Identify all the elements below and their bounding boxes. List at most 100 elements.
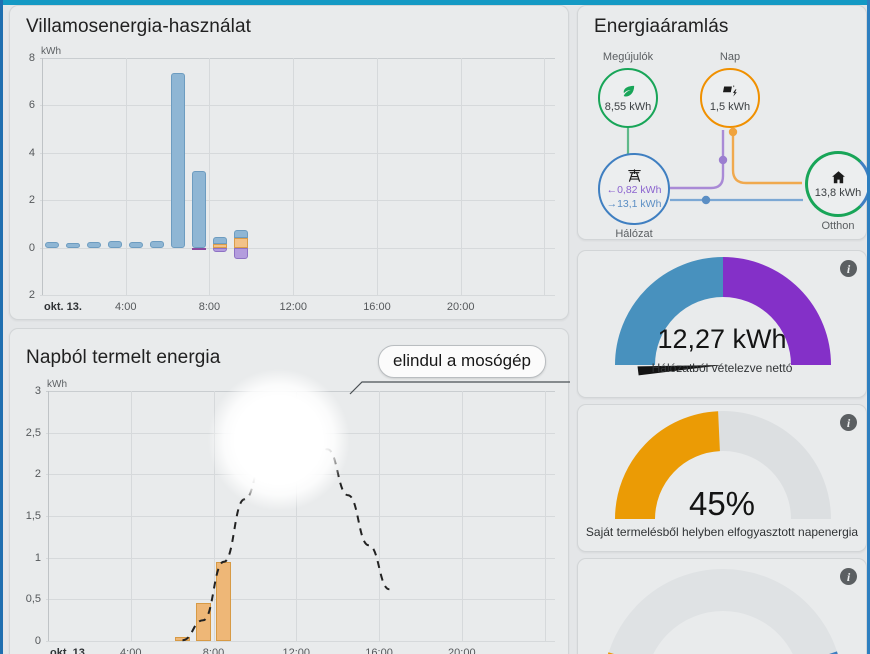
electricity-usage-plot: kWh 8 6 4 2 0 2 okt. 13. 4:00 8:00 12:00 16:00 20:0… bbox=[29, 46, 555, 313]
flow-node-value-grid-in: ←0,82 kWh bbox=[606, 184, 662, 197]
usage-bar-grid bbox=[171, 73, 186, 248]
gauge-value-grid-net: 12,27 kWh bbox=[657, 324, 787, 354]
solar-x-tick: 4:00 bbox=[120, 647, 142, 654]
usage-bar-solar bbox=[212, 244, 227, 248]
info-icon[interactable]: i bbox=[840, 568, 857, 585]
gauge-card-self-consumed-solar: i 45% Saját termelésből helyben elfogyas… bbox=[577, 404, 867, 552]
usage-x-tick: 16:00 bbox=[363, 301, 391, 313]
usage-y-tick: 4 bbox=[28, 146, 35, 159]
gauge-caption-grid-net: Hálózatból vételezve nettó bbox=[651, 361, 793, 375]
usage-gridline-v bbox=[544, 58, 546, 295]
flow-node-home[interactable]: 13,8 kWh bbox=[805, 151, 867, 217]
solar-x-tick: 8:00 bbox=[202, 647, 225, 654]
flow-node-solar[interactable]: 1,5 kWh bbox=[700, 68, 760, 128]
solar-y-tick: 3 bbox=[34, 385, 41, 397]
gauge-card-grid-net: i 12,27 kWh Hálózatból vételezve nettó bbox=[577, 250, 867, 398]
gauge-caption-self-consumed-solar: Saját termelésből helyben elfogyasztott … bbox=[585, 525, 859, 539]
solar-gridline-v bbox=[213, 391, 215, 641]
solar-gridline bbox=[46, 641, 555, 642]
info-icon[interactable]: i bbox=[840, 260, 857, 277]
gauge-value-self-consumed-solar: 45% bbox=[688, 485, 756, 522]
flow-node-value-solar: 1,5 kWh bbox=[709, 101, 751, 113]
electricity-usage-title: Villamosenergia-használat bbox=[26, 16, 251, 37]
usage-gridline bbox=[40, 152, 555, 154]
usage-gridline bbox=[40, 295, 555, 296]
usage-y-tick: 2 bbox=[28, 289, 35, 301]
gauge-third bbox=[607, 569, 838, 654]
solar-production-card: Napból termelt energia elindul a mosógép… bbox=[9, 328, 570, 654]
usage-gridline-v bbox=[376, 58, 378, 295]
electricity-usage-card: Villamosenergia-használat kWh 8 6 4 2 0 2 okt.… bbox=[9, 5, 569, 320]
flow-node-label-renewables: Megújulók bbox=[602, 51, 654, 63]
usage-bar-solar bbox=[233, 238, 248, 248]
info-icon[interactable]: i bbox=[840, 414, 857, 431]
solar-forecast-curve bbox=[182, 427, 390, 642]
usage-bar-grid bbox=[233, 230, 248, 239]
solar-y-axis bbox=[48, 391, 49, 641]
usage-bar-grid bbox=[212, 237, 227, 245]
usage-gridline bbox=[40, 105, 555, 107]
flow-node-label-solar: Nap bbox=[719, 51, 741, 63]
solar-gridline bbox=[46, 599, 555, 601]
solar-production-title: Napból termelt energia bbox=[26, 347, 221, 368]
usage-y-tick: 6 bbox=[28, 99, 35, 112]
usage-x-tick: okt. 13. bbox=[44, 301, 82, 313]
flow-node-value-grid-out: →13,1 kWh bbox=[606, 197, 662, 210]
flow-node-value-home: 13,8 kWh bbox=[814, 187, 862, 199]
usage-bar-grid bbox=[45, 242, 60, 248]
usage-gridline-v bbox=[293, 58, 295, 295]
home-icon bbox=[831, 171, 845, 184]
flow-node-label-grid: Hálózat bbox=[615, 228, 653, 240]
usage-bar-return bbox=[233, 247, 248, 260]
solar-x-tick: 12:00 bbox=[282, 647, 311, 654]
usage-y-axis bbox=[42, 58, 43, 295]
window-accent-bar bbox=[3, 0, 867, 5]
power-tower-icon bbox=[627, 169, 641, 183]
usage-gridline-v bbox=[125, 58, 127, 295]
gauge-self-consumed-solar bbox=[615, 411, 831, 520]
flow-dot-return bbox=[718, 155, 728, 165]
annotation-bubble: elindul a mosógép bbox=[378, 345, 546, 378]
usage-bar-return bbox=[192, 247, 206, 250]
solar-y-tick: 1,5 bbox=[25, 510, 41, 522]
flow-node-value-renewables: 8,55 kWh bbox=[604, 101, 652, 113]
energy-flow-title: Energiaáramlás bbox=[594, 16, 729, 37]
solar-gridline bbox=[46, 516, 555, 517]
usage-x-tick: 20:00 bbox=[446, 301, 475, 313]
usage-bar-grid bbox=[66, 242, 81, 248]
flow-dot-grid bbox=[701, 195, 711, 205]
usage-bar-grid bbox=[192, 171, 206, 248]
usage-y-tick: 0 bbox=[28, 241, 35, 254]
solar-gridline-v bbox=[379, 391, 381, 641]
flow-node-label-home: Otthon bbox=[821, 220, 855, 232]
usage-x-tick: 12:00 bbox=[279, 301, 307, 313]
solar-gridline-v bbox=[296, 391, 298, 641]
usage-bar-return bbox=[212, 247, 227, 252]
flow-dot-solar bbox=[728, 127, 738, 137]
solar-gridline bbox=[46, 557, 555, 559]
energy-flow-card: Energiaáramlás Megújulók 8,55 kWh Nap bbox=[577, 5, 867, 240]
gauge-card-third: i 5% bbox=[577, 558, 867, 654]
usage-y-tick: 2 bbox=[28, 194, 35, 207]
usage-x-tick: 4:00 bbox=[115, 301, 137, 313]
energy-flow-diagram bbox=[626, 125, 803, 205]
solar-gridline-v bbox=[544, 391, 546, 641]
usage-gridline bbox=[40, 58, 555, 59]
solar-panel-icon bbox=[722, 85, 737, 97]
solar-y-tick: 2,5 bbox=[25, 426, 41, 439]
solar-y-tick: 0 bbox=[34, 635, 41, 647]
gauge-value-third: 5% bbox=[578, 651, 866, 654]
gauge-grid-net bbox=[615, 257, 831, 376]
usage-bar-grid bbox=[87, 241, 102, 248]
usage-gridline bbox=[40, 200, 555, 202]
flow-node-renewables[interactable]: 8,55 kWh bbox=[598, 68, 658, 128]
solar-x-tick: okt. 13. bbox=[50, 647, 88, 654]
solar-y-tick: 2 bbox=[34, 468, 41, 481]
flow-node-grid[interactable]: ←0,82 kWh →13,1 kWh bbox=[598, 153, 670, 225]
usage-bar-grid bbox=[108, 241, 123, 248]
solar-gridline-v bbox=[461, 391, 463, 641]
solar-x-tick: 16:00 bbox=[365, 647, 393, 654]
solar-bar bbox=[195, 602, 211, 641]
solar-x-tick: 20:00 bbox=[448, 647, 476, 654]
